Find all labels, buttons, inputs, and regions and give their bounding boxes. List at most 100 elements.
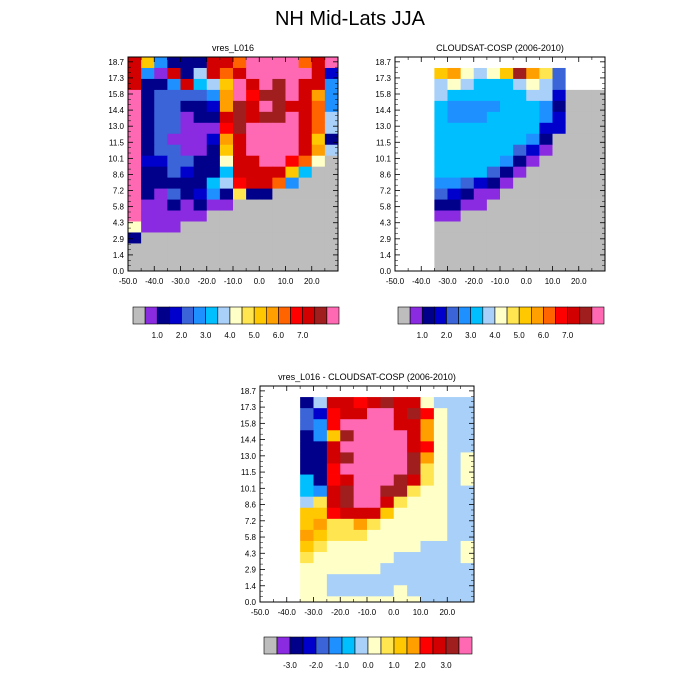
heatmap-cell <box>313 552 328 564</box>
heatmap-cell <box>420 596 435 603</box>
heatmap-cell <box>206 243 221 255</box>
heatmap-cell <box>272 232 286 244</box>
heatmap-cell <box>180 133 195 146</box>
heatmap-cell <box>326 507 341 520</box>
heatmap-cell <box>591 210 606 222</box>
heatmap-cell <box>285 199 300 211</box>
heatmap-cell <box>313 540 328 553</box>
colorbar-label: 2.0 <box>441 331 453 340</box>
heatmap-cell <box>500 133 514 146</box>
heatmap-cell <box>313 518 328 531</box>
heatmap-cell <box>246 243 260 255</box>
heatmap-cell <box>460 133 475 146</box>
heatmap-cell <box>420 452 435 464</box>
heatmap-cell <box>367 463 381 475</box>
heatmap-cell <box>367 552 381 564</box>
heatmap-cell <box>167 177 181 189</box>
colorbar-swatch <box>518 306 532 325</box>
heatmap-cell <box>300 596 314 603</box>
heatmap-cell <box>433 574 448 586</box>
heatmap-cell <box>447 188 462 200</box>
heatmap-cell <box>367 596 381 603</box>
heatmap-cell <box>167 111 181 124</box>
heatmap-cell <box>460 144 475 157</box>
heatmap-cell <box>395 57 409 69</box>
heatmap-cell <box>407 485 421 498</box>
heatmap-cell <box>591 57 606 69</box>
heatmap-cell <box>552 155 567 168</box>
colorbar-swatch <box>354 636 369 655</box>
heatmap-cell <box>313 485 328 498</box>
heatmap-cell <box>300 552 314 564</box>
heatmap-cell <box>273 419 288 431</box>
heatmap-cell <box>513 67 527 80</box>
heatmap-cell <box>486 265 501 272</box>
heatmap-cell <box>326 386 341 398</box>
heatmap-cell <box>434 166 448 179</box>
heatmap-cell <box>298 78 313 91</box>
heatmap-cell <box>326 552 341 564</box>
heatmap-cell <box>578 111 593 124</box>
heatmap-cell <box>272 100 286 113</box>
heatmap-cell <box>433 441 448 453</box>
heatmap-cell <box>206 232 221 244</box>
heatmap-cell <box>486 210 501 222</box>
heatmap-cell <box>286 408 301 420</box>
heatmap-cell <box>311 177 326 189</box>
heatmap-cell <box>298 221 313 233</box>
heatmap-cell <box>311 199 326 211</box>
heatmap-cell <box>286 563 301 575</box>
heatmap-cell <box>421 144 435 157</box>
heatmap-cell <box>298 210 313 222</box>
heatmap-cell <box>367 496 381 509</box>
panel-title: vres_L016 <box>212 43 254 53</box>
y-tick-label: 0.0 <box>113 267 125 276</box>
heatmap-cell <box>246 265 260 272</box>
heatmap-cell <box>500 144 514 157</box>
heatmap-cell <box>526 89 540 102</box>
heatmap-cell <box>206 67 221 80</box>
heatmap-cell <box>233 232 247 244</box>
heatmap-cell <box>460 210 475 222</box>
heatmap-cell <box>128 155 142 168</box>
heatmap-cell <box>340 463 355 475</box>
heatmap-cell <box>313 452 328 464</box>
colorbar-label: 2.0 <box>414 661 426 670</box>
heatmap-cell <box>285 265 300 272</box>
colorbar-label: -1.0 <box>335 661 349 670</box>
heatmap-cell <box>324 177 339 189</box>
heatmap-cell <box>273 563 288 575</box>
heatmap-cell <box>486 254 501 266</box>
heatmap-cell <box>420 474 435 487</box>
heatmap-cell <box>421 111 435 124</box>
heatmap-cell <box>380 452 395 464</box>
heatmap-cell <box>260 596 274 603</box>
heatmap-cell <box>219 243 234 255</box>
heatmap-cell <box>141 155 155 168</box>
y-tick-label: 1.4 <box>245 582 257 591</box>
heatmap-cell <box>407 585 421 597</box>
heatmap-cell <box>393 540 408 553</box>
heatmap-cell <box>539 100 553 113</box>
heatmap-cell <box>193 210 208 222</box>
heatmap-cell <box>393 474 408 487</box>
heatmap-cell <box>500 254 514 266</box>
heatmap-cell <box>500 188 514 200</box>
heatmap-cell <box>486 221 501 233</box>
heatmap-cell <box>447 585 462 597</box>
heatmap-cell <box>565 89 580 102</box>
heatmap-cell <box>167 67 181 80</box>
heatmap-cell <box>324 166 339 179</box>
colorbar-label: -2.0 <box>309 661 323 670</box>
heatmap-cell <box>154 78 168 91</box>
heatmap-cell <box>539 232 553 244</box>
heatmap-cell <box>313 397 328 409</box>
heatmap-cell <box>219 111 234 124</box>
heatmap-cell <box>340 518 355 531</box>
heatmap-cell <box>393 585 408 597</box>
heatmap-cell <box>340 441 355 453</box>
heatmap-panel-1: vres_L016 -50.0 -40.0 -30.0 -20.0 -10.0 0.0 10.… <box>108 43 340 340</box>
heatmap-cell <box>311 122 326 135</box>
heatmap-cell <box>526 144 540 157</box>
heatmap-cell <box>408 210 422 222</box>
